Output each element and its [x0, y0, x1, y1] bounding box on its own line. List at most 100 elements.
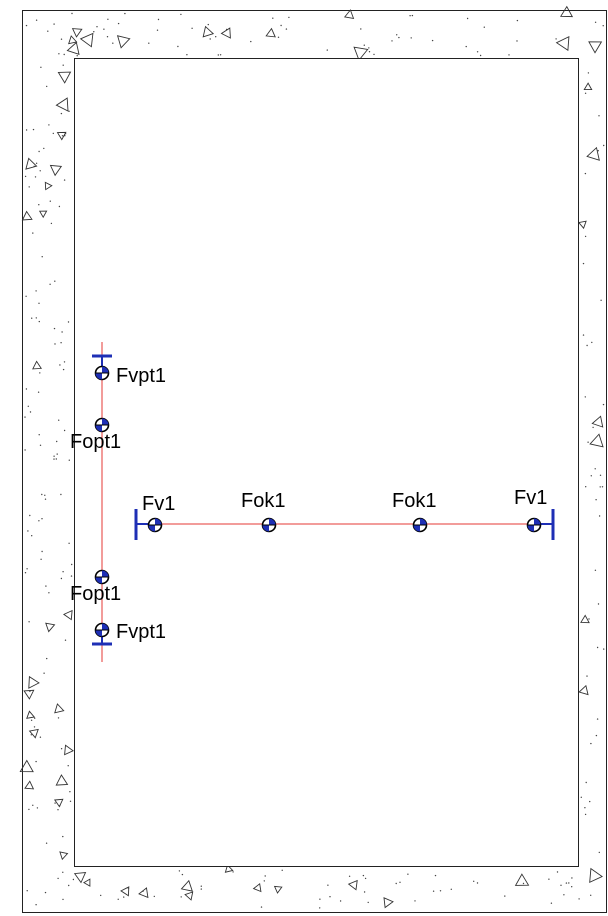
triangle-hatch-icon [38, 210, 48, 219]
hatch-dot [516, 19, 519, 22]
hatch-dot [599, 486, 601, 488]
hatch-dot [117, 898, 119, 900]
hatch-dot [124, 12, 126, 15]
hatch-dot [407, 873, 409, 875]
hatch-dot [25, 129, 28, 131]
hatch-dot [319, 898, 321, 900]
hatch-dot [61, 331, 63, 333]
hatch-dot [28, 621, 30, 623]
hatch-dot [57, 877, 59, 880]
hatch-dot [596, 646, 599, 649]
hatch-dot [585, 781, 587, 784]
triangle-hatch-icon [265, 27, 276, 38]
hatch-dot [56, 453, 58, 455]
hatch-dot [595, 734, 598, 737]
triangle-hatch-icon [63, 609, 73, 621]
triangle-hatch-icon [580, 614, 590, 624]
hatch-dot [586, 675, 588, 677]
hatch-dot [68, 110, 70, 113]
hatch-dot [35, 162, 38, 164]
hatch-dot [396, 34, 398, 36]
circle-quadrant-marker-icon[interactable] [94, 622, 110, 638]
hatch-dot [60, 748, 63, 750]
hatch-dot [368, 51, 371, 53]
hatch-dot [450, 888, 452, 890]
hatch-dot [53, 458, 55, 460]
triangle-hatch-icon [589, 867, 603, 884]
marker-label-fv1-left: Fv1 [142, 493, 175, 515]
triangle-hatch-icon [59, 851, 69, 861]
hatch-dot [46, 85, 48, 88]
hatch-dot [103, 28, 105, 30]
hatch-dot [96, 26, 98, 28]
hatch-dot [39, 736, 42, 738]
hatch-dot [57, 717, 60, 719]
hatch-dot [59, 364, 61, 366]
circle-quadrant-marker-icon[interactable] [94, 417, 110, 433]
triangle-hatch-icon [83, 878, 91, 887]
hatch-dot [363, 891, 366, 893]
hatch-dot [434, 874, 437, 877]
hatch-dot [62, 571, 64, 573]
inner-opening [74, 58, 579, 867]
hatch-dot [43, 672, 45, 674]
circle-quadrant-marker-icon[interactable] [147, 517, 163, 533]
hatch-dot [32, 232, 34, 234]
hatch-dot [476, 882, 479, 884]
triangle-hatch-icon [116, 35, 131, 49]
circle-quadrant-marker-icon[interactable] [94, 365, 110, 381]
hatch-dot [54, 802, 56, 804]
circle-quadrant-marker-icon[interactable] [526, 517, 542, 533]
hatch-dot [58, 53, 60, 55]
triangle-hatch-icon [19, 759, 34, 773]
hatch-dot [41, 550, 43, 553]
hatch-dot [49, 283, 51, 285]
hatch-dot [431, 39, 434, 42]
triangle-hatch-icon [555, 35, 570, 52]
triangle-hatch-icon [64, 744, 74, 756]
triangle-hatch-icon [353, 46, 369, 61]
hatch-dot [589, 800, 591, 803]
circle-quadrant-marker-icon[interactable] [94, 569, 110, 585]
hatch-dot [597, 603, 600, 605]
triangle-hatch-icon [54, 703, 65, 714]
hatch-dot [29, 690, 31, 693]
hatch-dot [45, 585, 47, 587]
hatch-dot [40, 66, 42, 69]
hatch-dot [61, 135, 64, 137]
hatch-dot [38, 434, 40, 436]
triangle-hatch-icon [79, 32, 94, 48]
hatch-dot [49, 200, 51, 202]
circle-quadrant-marker-icon[interactable] [261, 517, 277, 533]
hatch-dot [48, 592, 50, 594]
hatch-dot [280, 24, 282, 27]
hatch-dot [36, 807, 39, 809]
hatch-dot [414, 900, 416, 902]
hatch-dot [69, 791, 71, 793]
hatch-dot [71, 12, 73, 15]
hatch-dot [582, 262, 585, 265]
hatch-dot [603, 144, 605, 147]
marker-label-fvpt1-bottom: Fvpt1 [116, 621, 166, 643]
hatch-dot [580, 796, 582, 798]
hatch-dot [439, 890, 442, 892]
hatch-dot [24, 416, 26, 418]
hatch-dot [38, 320, 40, 323]
marker-label-fok1-right: Fok1 [392, 490, 436, 512]
triangle-hatch-icon [71, 28, 83, 38]
hatch-dot [30, 719, 33, 721]
hatch-dot [31, 317, 33, 319]
triangle-hatch-icon [202, 25, 215, 38]
triangle-hatch-icon [53, 798, 64, 808]
hatch-dot [27, 530, 29, 532]
hatch-dot [68, 542, 70, 544]
circle-quadrant-marker-icon[interactable] [412, 517, 428, 533]
hatch-dot [277, 36, 280, 38]
marker-label-fok1-left: Fok1 [241, 490, 285, 512]
hatch-dot [263, 880, 265, 882]
hatch-dot [67, 321, 70, 323]
triangle-hatch-icon [589, 433, 604, 448]
hatch-dot [55, 458, 57, 460]
